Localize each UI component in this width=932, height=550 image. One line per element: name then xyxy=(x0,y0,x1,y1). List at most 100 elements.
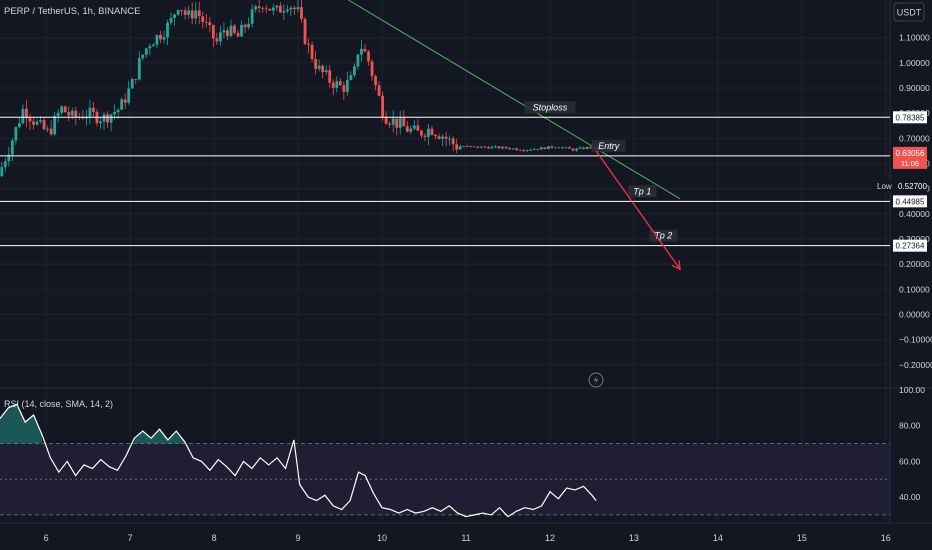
candle-body xyxy=(437,136,441,139)
candle-body xyxy=(405,126,409,132)
current-price-label: 0.63056 xyxy=(896,149,925,158)
candle-body xyxy=(116,109,120,113)
lightning-bolt-icon[interactable] xyxy=(588,372,604,388)
candle-body xyxy=(420,130,423,136)
candle-body xyxy=(222,30,226,33)
candle-body xyxy=(550,146,554,148)
level-price-label: 0.27364 xyxy=(896,242,925,251)
time-tick-label: 14 xyxy=(713,533,723,543)
level-lines[interactable]: Stoploss Entry Tp 1 Tp 2 xyxy=(0,101,890,247)
level-label-bg xyxy=(628,185,657,198)
candle-body xyxy=(338,81,342,86)
candle-body xyxy=(162,37,166,40)
level-price-label: 0.78385 xyxy=(896,113,925,122)
candle-body xyxy=(88,107,92,117)
rsi-overbought-fill xyxy=(0,404,42,444)
candle-body xyxy=(74,110,78,118)
low-price-label: 0.52700 xyxy=(898,182,927,191)
candle-body xyxy=(39,120,42,122)
target-arrow[interactable] xyxy=(595,150,681,271)
candle-body xyxy=(250,9,254,24)
candle-body xyxy=(342,85,346,92)
price-tick-label: 0.40000 xyxy=(899,209,930,219)
candle-body xyxy=(589,146,593,148)
candle-body xyxy=(476,146,480,148)
candle-body xyxy=(215,38,219,42)
candle-body xyxy=(204,22,208,23)
candle-body xyxy=(14,127,18,141)
candle-body xyxy=(543,147,547,150)
low-badge xyxy=(874,179,927,192)
time-axis[interactable]: 6 7 8 9 10 11 12 13 14 15 16 xyxy=(44,533,891,543)
level-label: Entry xyxy=(598,141,620,151)
rsi-tick-label: 40.00 xyxy=(899,492,921,502)
candle-body xyxy=(180,10,184,11)
time-tick-label: 9 xyxy=(296,533,301,543)
candle-body xyxy=(536,149,540,150)
candle-body xyxy=(434,134,437,137)
candle-body xyxy=(151,44,155,47)
candle-body xyxy=(515,148,519,151)
candle-body xyxy=(166,22,169,38)
level-label: Stoploss xyxy=(533,102,568,112)
candle-body xyxy=(532,149,536,150)
price-tick-label: 0.00000 xyxy=(899,310,930,320)
candle-body xyxy=(497,146,501,149)
target-arrow-line[interactable] xyxy=(595,150,681,270)
candle-body xyxy=(247,23,251,28)
candle-body xyxy=(208,22,212,26)
candle-body xyxy=(0,167,4,177)
candle-body xyxy=(465,146,469,147)
candle-body xyxy=(10,140,14,155)
candle-body xyxy=(529,149,533,151)
candle-body xyxy=(296,7,300,10)
time-tick-label: 11 xyxy=(461,533,470,543)
candle-body xyxy=(441,136,444,139)
candle-body xyxy=(7,154,11,162)
price-axis[interactable]: 1.100001.000000.900000.800000.700000.600… xyxy=(874,33,932,370)
candle-body xyxy=(345,80,349,92)
candle-body xyxy=(539,147,543,150)
candle-body xyxy=(173,14,176,18)
candle-body xyxy=(328,70,332,83)
candle-body xyxy=(286,9,289,11)
candle-body xyxy=(141,54,145,59)
candle-body xyxy=(17,123,21,128)
candle-body xyxy=(271,7,275,11)
level-label: Tp 2 xyxy=(654,231,672,241)
level-price-label: 0.44985 xyxy=(896,197,925,206)
candle-body xyxy=(134,79,138,80)
candle-body xyxy=(46,128,50,130)
currency-button[interactable]: USDT xyxy=(893,2,925,22)
candle-body xyxy=(317,65,321,69)
candle-body xyxy=(137,58,141,80)
level-label-bg xyxy=(591,139,626,152)
candle-body xyxy=(469,146,473,147)
candle-body xyxy=(564,147,568,148)
candle-body xyxy=(243,24,247,28)
candle-body xyxy=(360,48,363,55)
rsi-title-text: RSI (14, close, SMA, 14, 2) xyxy=(4,399,113,409)
candle-body xyxy=(451,138,455,145)
candle-body xyxy=(229,25,233,37)
level-label: Tp 1 xyxy=(633,186,651,196)
trendline-segment[interactable] xyxy=(348,0,681,200)
trendline[interactable] xyxy=(348,0,681,200)
candle-body xyxy=(349,75,353,81)
candle-body xyxy=(28,118,32,122)
candle-body xyxy=(148,46,152,49)
time-tick-label: 13 xyxy=(629,533,639,543)
candle-body xyxy=(289,7,293,10)
candle-body xyxy=(60,106,64,113)
price-tick-label: 0.30000 xyxy=(899,234,930,244)
candle-body xyxy=(353,66,356,76)
candle-body xyxy=(448,138,452,140)
candle-body xyxy=(190,10,194,19)
candle-body xyxy=(367,51,370,62)
rsi-panel: 100.00 80.00 60.00 40.00 xyxy=(0,385,925,518)
candle-body xyxy=(571,148,575,151)
candle-body xyxy=(518,150,522,151)
candle-body xyxy=(374,76,377,86)
candle-body xyxy=(575,148,578,151)
